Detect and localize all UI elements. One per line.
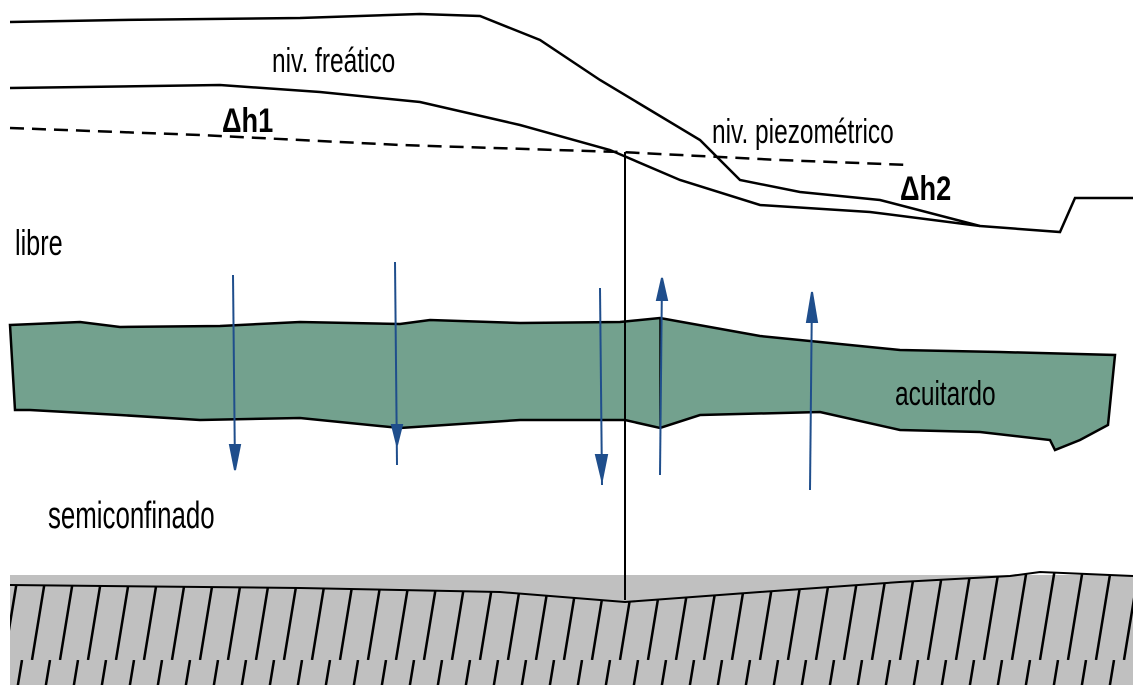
free-aquifer-label: libre: [15, 223, 63, 264]
delta-h1-label: Δh1: [222, 101, 273, 140]
water-table: [10, 85, 980, 226]
ground-surface: [10, 14, 1133, 232]
water-table-label: niv. freático: [272, 42, 395, 80]
piezometric-label: niv. piezométrico: [712, 113, 894, 151]
diagram: niv. freático niv. piezométrico Δh1 Δh2 …: [0, 0, 1133, 685]
semiconfined-label: semiconfinado: [48, 494, 215, 536]
page: {"labels": {"water_table": "niv. freátic…: [0, 0, 1133, 685]
delta-h2-label: Δh2: [900, 169, 951, 208]
bedrock: [10, 572, 1133, 685]
aquitard-label: acuitardo: [895, 375, 996, 413]
